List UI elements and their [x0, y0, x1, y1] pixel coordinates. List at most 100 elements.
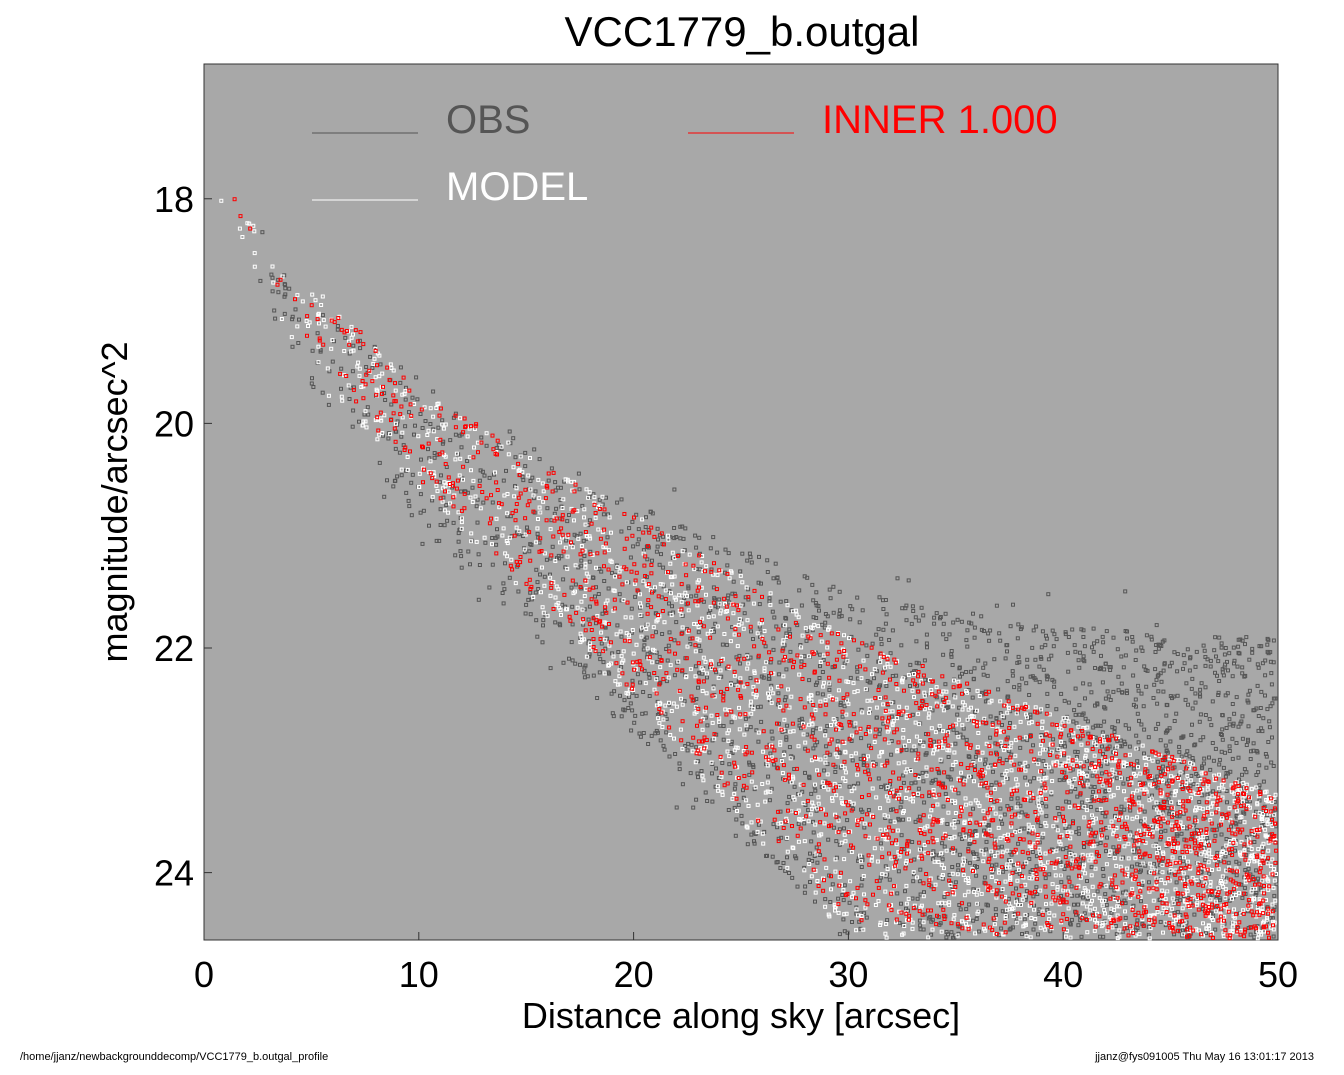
point [335, 324, 340, 328]
point [432, 455, 437, 460]
point [756, 705, 760, 710]
point [1081, 654, 1086, 659]
point [994, 862, 999, 867]
point [320, 390, 325, 395]
point [1240, 671, 1245, 676]
point [665, 658, 670, 663]
point [1073, 712, 1078, 717]
point [1246, 700, 1251, 705]
point [1225, 659, 1229, 664]
point [545, 506, 550, 511]
point [973, 754, 978, 759]
point [1159, 679, 1164, 684]
point [1257, 763, 1262, 768]
point [901, 780, 906, 785]
point [1220, 713, 1225, 717]
point [619, 714, 624, 719]
point [813, 788, 818, 793]
point [672, 487, 677, 492]
point [1219, 645, 1224, 650]
point [740, 551, 745, 556]
point [490, 536, 495, 540]
point [1092, 641, 1096, 646]
point [800, 789, 805, 794]
point [971, 611, 975, 616]
point [1040, 801, 1045, 805]
point [1234, 873, 1239, 878]
point [1078, 736, 1083, 741]
point [1177, 750, 1182, 755]
point [772, 762, 777, 767]
point [837, 750, 842, 755]
point [693, 664, 698, 669]
point [926, 916, 931, 921]
point [1118, 738, 1123, 743]
point [759, 581, 763, 586]
point [1030, 674, 1035, 679]
point [1065, 650, 1070, 655]
point [654, 630, 658, 635]
point [740, 821, 745, 826]
point [930, 778, 935, 783]
point [1211, 911, 1216, 916]
point [776, 580, 781, 585]
point [1050, 628, 1055, 633]
point [1045, 704, 1050, 708]
point [418, 510, 423, 515]
point [972, 635, 977, 640]
point [1032, 776, 1037, 781]
point [1172, 650, 1177, 655]
point [1095, 639, 1100, 644]
point [1202, 756, 1207, 761]
point [1068, 921, 1072, 926]
point [827, 587, 832, 592]
point [412, 432, 416, 437]
point [914, 639, 919, 644]
point [857, 620, 862, 625]
point [290, 317, 295, 322]
point [1017, 761, 1022, 766]
point [272, 308, 277, 313]
point [1158, 770, 1163, 774]
point [1137, 718, 1141, 723]
point [1076, 902, 1080, 907]
point [587, 559, 592, 564]
point [626, 706, 631, 710]
point [777, 672, 782, 677]
point [404, 490, 409, 495]
point [856, 647, 861, 652]
point [599, 569, 604, 574]
point [565, 519, 570, 524]
point [661, 565, 666, 570]
point [1196, 773, 1201, 778]
point [1016, 841, 1021, 846]
point [859, 865, 864, 869]
plot-area [203, 63, 1279, 941]
point [874, 632, 879, 637]
point [958, 907, 963, 912]
point [1202, 648, 1207, 653]
point [767, 677, 772, 681]
point [1217, 762, 1222, 767]
point [901, 773, 906, 778]
point [1016, 654, 1021, 659]
point [1217, 898, 1222, 903]
point [413, 423, 417, 428]
point [833, 770, 838, 774]
point [1240, 714, 1245, 719]
point [734, 817, 739, 822]
point [1154, 677, 1159, 682]
point [696, 630, 701, 635]
point [713, 621, 718, 626]
point [982, 875, 987, 880]
point [615, 500, 620, 505]
point [774, 860, 779, 865]
point [487, 475, 492, 480]
point [1112, 726, 1117, 731]
point [1254, 868, 1259, 873]
point [1111, 689, 1116, 694]
point [399, 434, 404, 439]
point [1008, 721, 1012, 725]
point [686, 584, 691, 589]
point [1123, 589, 1128, 594]
